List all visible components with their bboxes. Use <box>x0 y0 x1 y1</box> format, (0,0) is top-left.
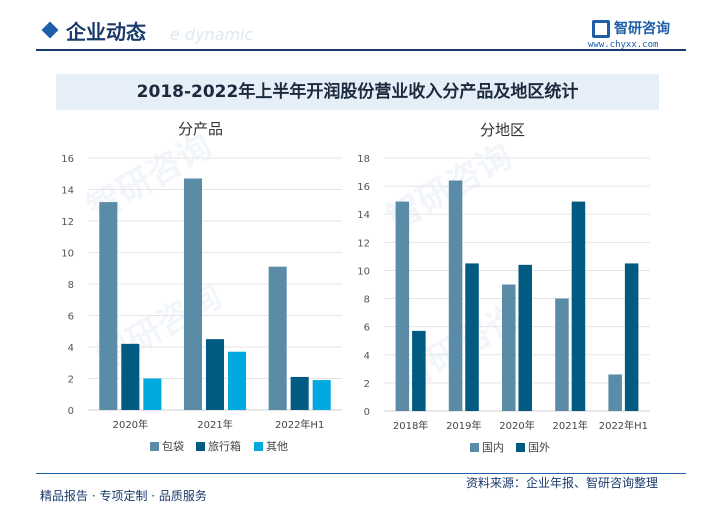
bar <box>312 380 331 410</box>
legend-label: 其他 <box>266 440 288 453</box>
chart-main-title: 2018-2022年上半年开润股份营业收入分产品及地区统计 <box>136 82 579 102</box>
bar <box>518 264 533 411</box>
logo-url: www.chyxx.com <box>588 40 659 50</box>
x-tick-label: 2021年 <box>552 419 587 432</box>
header-divider <box>36 49 686 51</box>
bar <box>501 284 516 411</box>
legend-swatch <box>516 443 525 452</box>
y-tick-label: 2 <box>364 379 370 390</box>
x-tick-label: 2020年 <box>113 418 148 431</box>
y-tick-label: 10 <box>357 266 370 277</box>
chart-title-band: 2018-2022年上半年开润股份营业收入分产品及地区统计 <box>56 74 659 110</box>
y-tick-label: 16 <box>61 154 74 165</box>
y-tick-label: 6 <box>68 312 74 323</box>
y-tick-label: 18 <box>357 154 370 165</box>
bar <box>290 376 309 410</box>
page-header: 企业动态 e dynamic 智研咨询 www.chyxx.com <box>0 0 716 62</box>
footer-tagline: 精品报告 · 专项定制 · 品质服务 <box>40 489 207 503</box>
y-tick-label: 4 <box>364 351 370 362</box>
y-tick-label: 0 <box>68 406 74 417</box>
bar <box>205 339 225 410</box>
legend-swatch <box>150 442 159 451</box>
bar <box>448 180 463 411</box>
legend-label: 旅行箱 <box>208 439 241 453</box>
bar <box>183 178 203 410</box>
y-tick-label: 10 <box>61 249 74 260</box>
legend-label: 国内 <box>482 440 504 454</box>
legend-swatch <box>254 442 263 451</box>
y-tick-label: 12 <box>61 217 74 228</box>
legend-swatch <box>470 443 479 452</box>
legend-label: 包袋 <box>162 439 184 453</box>
y-tick-label: 2 <box>68 375 74 386</box>
x-tick-label: 2019年 <box>446 419 481 432</box>
x-tick-label: 2021年 <box>197 418 232 431</box>
footer-divider <box>36 473 686 474</box>
bar <box>412 330 426 411</box>
x-tick-label: 2022年H1 <box>275 418 324 431</box>
bar <box>555 298 569 411</box>
logo-icon <box>592 20 610 38</box>
y-tick-label: 6 <box>364 323 370 334</box>
footer-source: 资料来源：企业年报、智研咨询整理 <box>466 476 659 490</box>
bar <box>624 263 639 411</box>
bar <box>268 266 287 410</box>
panel-title: 分地区 <box>480 121 525 139</box>
bar <box>608 374 622 411</box>
x-tick-label: 2022年H1 <box>599 419 648 432</box>
y-tick-label: 8 <box>364 295 370 306</box>
y-tick-label: 14 <box>357 210 370 221</box>
y-tick-label: 8 <box>68 280 74 291</box>
bar <box>395 201 410 411</box>
y-tick-label: 0 <box>364 407 370 418</box>
bar <box>143 378 162 410</box>
x-tick-label: 2018年 <box>393 419 428 432</box>
legend-label: 国外 <box>528 441 550 454</box>
bar <box>121 343 140 410</box>
legend-swatch <box>196 442 205 451</box>
y-tick-label: 4 <box>68 343 74 354</box>
y-tick-label: 12 <box>357 238 370 249</box>
x-tick-label: 2020年 <box>499 419 534 432</box>
logo-text: 智研咨询 <box>614 21 670 37</box>
bar <box>571 201 586 411</box>
panel-title: 分产品 <box>178 120 223 138</box>
y-tick-label: 14 <box>61 186 74 197</box>
y-tick-label: 16 <box>357 182 370 193</box>
bar <box>227 351 247 410</box>
section-title: 企业动态 <box>66 20 146 44</box>
bar <box>99 202 118 410</box>
section-subtitle: e dynamic <box>170 25 254 44</box>
bar <box>465 263 479 411</box>
